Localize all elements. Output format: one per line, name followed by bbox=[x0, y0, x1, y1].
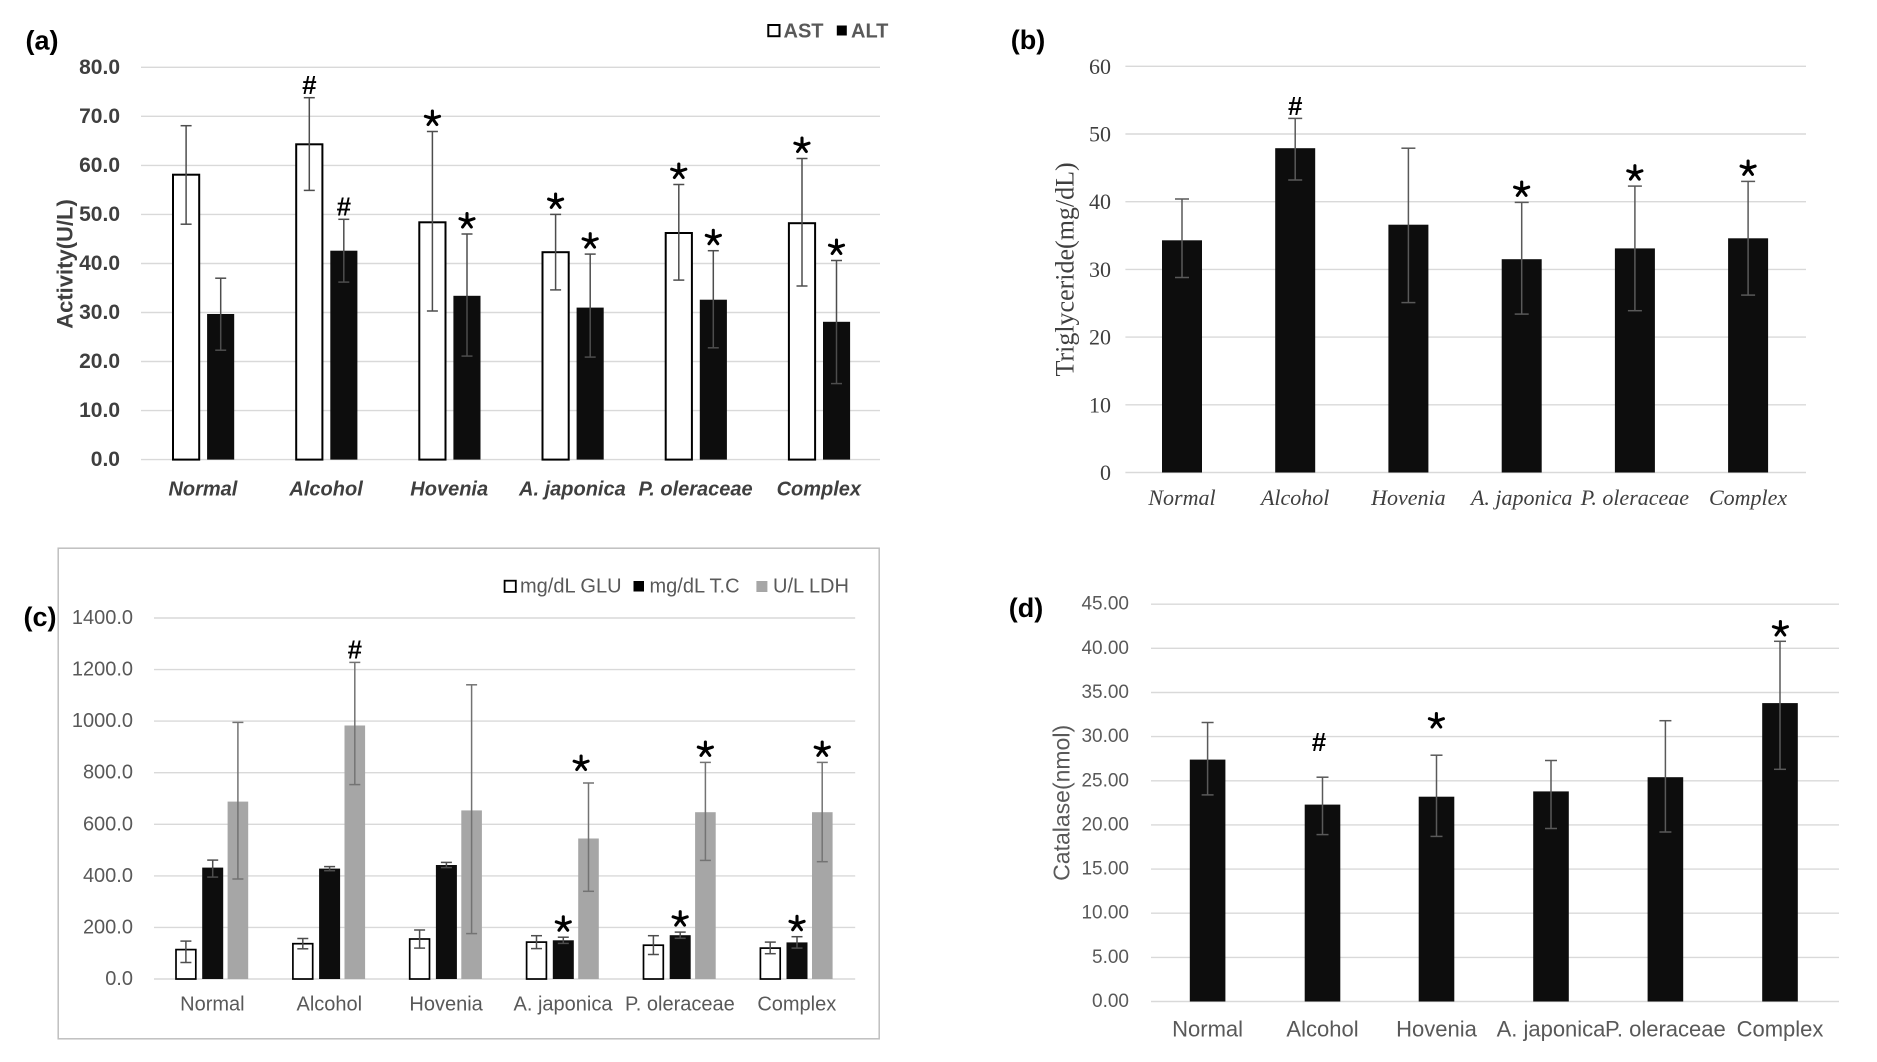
svg-text:Normal: Normal bbox=[1172, 1017, 1243, 1042]
svg-text:Hovenia: Hovenia bbox=[409, 994, 483, 1016]
svg-text:#: # bbox=[1312, 727, 1327, 757]
svg-text:1000.0: 1000.0 bbox=[72, 710, 133, 732]
svg-text:40: 40 bbox=[1089, 189, 1111, 214]
svg-text:(d): (d) bbox=[1009, 593, 1043, 623]
svg-text:P. oleraceae: P. oleraceae bbox=[1580, 485, 1690, 510]
svg-text:25.00: 25.00 bbox=[1081, 770, 1129, 791]
svg-text:45.00: 45.00 bbox=[1081, 594, 1129, 615]
svg-text:10.0: 10.0 bbox=[79, 399, 120, 422]
svg-text:Hovenia: Hovenia bbox=[1370, 485, 1446, 510]
svg-text:mg/dL GLU: mg/dL GLU bbox=[520, 576, 622, 598]
svg-text:Normal: Normal bbox=[168, 479, 237, 501]
svg-text:ALT: ALT bbox=[851, 21, 888, 43]
svg-text:A. japonica: A. japonica bbox=[514, 994, 614, 1016]
svg-text:#: # bbox=[348, 635, 363, 665]
svg-text:Alcohol: Alcohol bbox=[1286, 1017, 1358, 1042]
svg-text:10: 10 bbox=[1089, 392, 1111, 417]
svg-text:Normal: Normal bbox=[1147, 485, 1215, 510]
svg-text:Catalase(nmol): Catalase(nmol) bbox=[1049, 725, 1075, 881]
svg-text:P. oleraceae: P. oleraceae bbox=[625, 994, 735, 1016]
svg-text:20.00: 20.00 bbox=[1081, 814, 1129, 835]
svg-text:10.00: 10.00 bbox=[1081, 903, 1129, 924]
svg-text:30.00: 30.00 bbox=[1081, 726, 1129, 747]
svg-text:5.00: 5.00 bbox=[1092, 947, 1129, 968]
svg-text:P. oleraceae: P. oleraceae bbox=[639, 479, 753, 501]
svg-text:Complex: Complex bbox=[777, 479, 862, 501]
svg-text:60: 60 bbox=[1089, 54, 1111, 79]
svg-text:35.00: 35.00 bbox=[1081, 682, 1129, 703]
svg-text:0.0: 0.0 bbox=[91, 448, 120, 471]
svg-text:200.0: 200.0 bbox=[83, 916, 133, 938]
svg-text:50: 50 bbox=[1089, 122, 1111, 147]
svg-text:Complex: Complex bbox=[1737, 1017, 1824, 1042]
svg-text:Alcohol: Alcohol bbox=[1259, 485, 1329, 510]
svg-text:600.0: 600.0 bbox=[83, 813, 133, 835]
svg-text:0.0: 0.0 bbox=[105, 968, 133, 990]
svg-text:#: # bbox=[302, 70, 317, 100]
svg-text:Hovenia: Hovenia bbox=[1396, 1017, 1477, 1042]
svg-text:40.00: 40.00 bbox=[1081, 638, 1129, 659]
svg-text:40.0: 40.0 bbox=[79, 252, 120, 275]
svg-text:A. japonica: A. japonica bbox=[518, 479, 626, 501]
svg-text:Alcohol: Alcohol bbox=[288, 479, 363, 501]
svg-text:0.00: 0.00 bbox=[1092, 991, 1129, 1012]
svg-text:#: # bbox=[1288, 91, 1303, 121]
svg-text:20: 20 bbox=[1089, 325, 1111, 350]
svg-text:#: # bbox=[337, 192, 352, 222]
svg-text:1200.0: 1200.0 bbox=[72, 659, 133, 681]
svg-text:Activity(U/L): Activity(U/L) bbox=[53, 199, 78, 329]
svg-text:AST: AST bbox=[784, 21, 824, 43]
svg-text:mg/dL T.C: mg/dL T.C bbox=[650, 576, 740, 598]
svg-text:P. oleraceae: P. oleraceae bbox=[1605, 1017, 1726, 1042]
svg-text:Normal: Normal bbox=[180, 994, 244, 1016]
svg-text:60.0: 60.0 bbox=[79, 154, 120, 177]
svg-text:(a): (a) bbox=[26, 26, 59, 56]
svg-text:U/L LDH: U/L LDH bbox=[773, 576, 849, 598]
svg-text:30: 30 bbox=[1089, 257, 1111, 282]
svg-text:Complex: Complex bbox=[757, 994, 836, 1016]
svg-text:400.0: 400.0 bbox=[83, 865, 133, 887]
svg-text:15.00: 15.00 bbox=[1081, 859, 1129, 880]
svg-text:80.0: 80.0 bbox=[79, 56, 120, 79]
svg-text:(b): (b) bbox=[1011, 25, 1045, 55]
svg-text:Triglyceride(mg/dL): Triglyceride(mg/dL) bbox=[1051, 162, 1080, 376]
svg-text:A. japonica: A. japonica bbox=[1469, 485, 1572, 510]
svg-text:0: 0 bbox=[1100, 460, 1111, 485]
svg-text:70.0: 70.0 bbox=[79, 105, 120, 128]
svg-text:(c): (c) bbox=[24, 602, 57, 632]
svg-text:Alcohol: Alcohol bbox=[296, 994, 362, 1016]
svg-text:30.0: 30.0 bbox=[79, 301, 120, 324]
svg-text:20.0: 20.0 bbox=[79, 350, 120, 373]
svg-text:Hovenia: Hovenia bbox=[410, 479, 488, 501]
svg-text:800.0: 800.0 bbox=[83, 762, 133, 784]
svg-text:1400.0: 1400.0 bbox=[72, 607, 133, 629]
svg-text:A. japonica: A. japonica bbox=[1497, 1017, 1607, 1042]
svg-text:50.0: 50.0 bbox=[79, 203, 120, 226]
svg-text:Complex: Complex bbox=[1709, 485, 1787, 510]
